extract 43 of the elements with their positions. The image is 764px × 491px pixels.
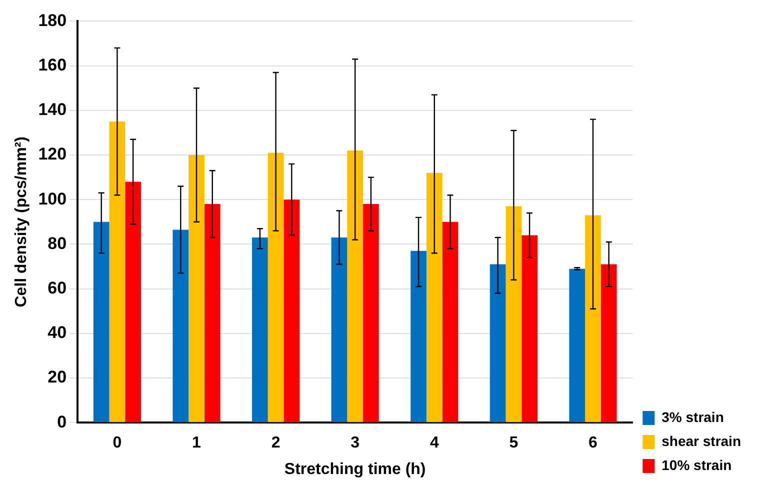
bar <box>252 238 268 422</box>
x-tick-label: 6 <box>588 434 598 452</box>
y-tick-label: 40 <box>48 323 67 342</box>
legend-label: 10% strain <box>662 456 732 473</box>
x-tick-label: 3 <box>350 434 360 452</box>
y-tick-label: 180 <box>38 10 67 30</box>
bar <box>426 172 442 422</box>
bar <box>284 200 300 422</box>
bar <box>410 250 426 422</box>
y-tick-label: 100 <box>38 189 67 208</box>
y-tick-label: 140 <box>38 100 67 120</box>
bar <box>268 152 284 422</box>
x-tick-label: 4 <box>430 434 439 452</box>
bar <box>109 122 126 422</box>
bar <box>600 264 617 422</box>
x-axis-title: Stretching time (h) <box>284 460 426 478</box>
bar <box>363 204 379 422</box>
legend-label: 3% strain <box>662 408 724 425</box>
bar <box>442 222 458 422</box>
bar <box>188 155 204 422</box>
x-tick-label: 5 <box>509 434 518 452</box>
bar <box>490 264 506 422</box>
bar <box>93 222 110 422</box>
y-tick-label: 120 <box>38 144 67 164</box>
bar <box>347 150 364 422</box>
x-tick-label: 2 <box>271 434 280 452</box>
y-tick-label: 20 <box>48 368 67 387</box>
y-axis-title: Cell density (pcs/mm²) <box>13 136 30 308</box>
x-tick-label: 1 <box>192 434 202 452</box>
bar <box>569 268 586 422</box>
bar <box>506 206 522 422</box>
y-tick-label: 160 <box>38 55 67 74</box>
bar <box>331 238 348 422</box>
bar <box>585 215 601 422</box>
bar <box>172 230 189 422</box>
bar <box>204 204 220 422</box>
y-tick-label: 60 <box>48 278 67 298</box>
legend-label: shear strain <box>662 432 742 449</box>
y-tick-label: 0 <box>57 412 67 432</box>
bar <box>522 235 538 422</box>
x-tick-label: 0 <box>112 434 122 452</box>
y-tick-label: 80 <box>48 234 67 253</box>
bar <box>125 182 141 422</box>
